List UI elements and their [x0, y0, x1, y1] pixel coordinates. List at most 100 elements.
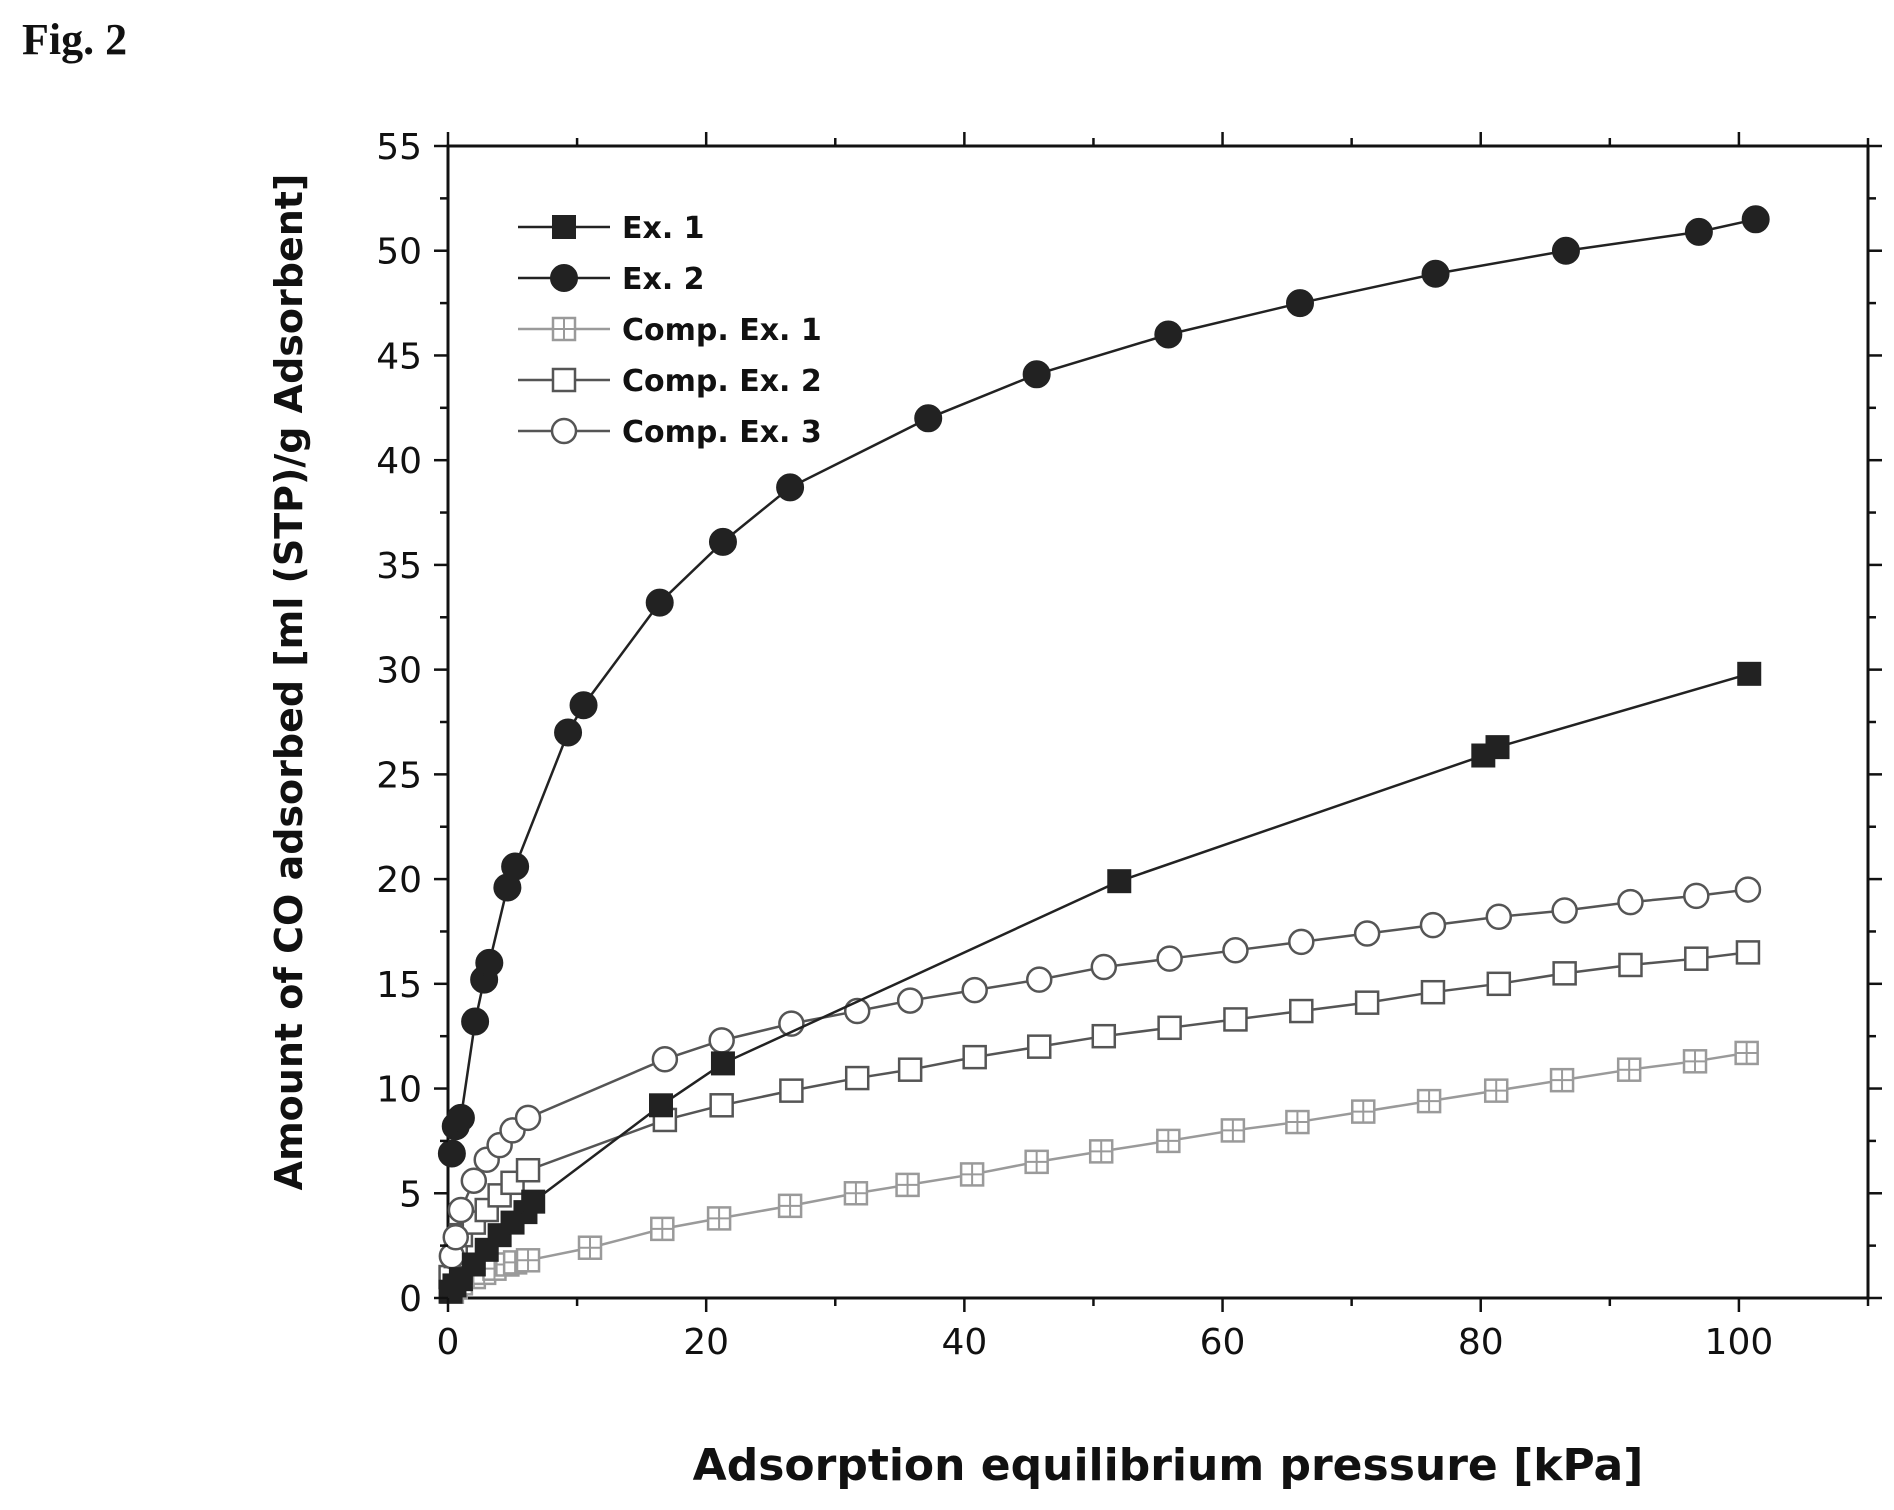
data-point — [1682, 1049, 1708, 1074]
y-tick-label: 35 — [376, 546, 422, 587]
data-point — [442, 1224, 469, 1251]
data-point — [577, 1235, 603, 1260]
data-point — [651, 1045, 679, 1073]
x-tick-label: 60 — [1200, 1322, 1246, 1363]
data-point — [1483, 1078, 1509, 1103]
y-tick-label: 5 — [399, 1174, 422, 1215]
data-point — [777, 1193, 803, 1219]
data-point — [1088, 1139, 1114, 1164]
y-tick-label: 30 — [376, 651, 422, 692]
data-point — [1024, 1149, 1049, 1175]
data-point — [1156, 1128, 1181, 1154]
series-comp-ex-3 — [438, 876, 1762, 1270]
data-point — [460, 1167, 488, 1194]
data-point — [554, 718, 583, 747]
data-point — [896, 987, 924, 1014]
y-tick-label: 45 — [376, 336, 422, 377]
series-comp-ex-1 — [439, 1040, 1759, 1304]
data-point — [1289, 998, 1314, 1024]
data-point — [569, 691, 598, 720]
legend-label: Comp. Ex. 1 — [622, 313, 822, 348]
data-point — [1220, 1118, 1246, 1143]
data-point — [843, 1181, 869, 1206]
data-point — [1419, 911, 1447, 939]
series-ex-2 — [437, 205, 1770, 1168]
x-tick-label: 0 — [437, 1322, 460, 1363]
data-point — [706, 1206, 732, 1231]
data-point — [446, 1103, 475, 1132]
legend-marker — [552, 215, 576, 239]
data-point — [1107, 869, 1132, 894]
data-point — [1022, 360, 1051, 389]
data-point — [1616, 1057, 1642, 1082]
data-point — [1734, 876, 1762, 903]
data-point — [650, 1216, 675, 1242]
data-point — [1025, 966, 1053, 993]
data-point — [708, 527, 737, 556]
data-point — [1683, 882, 1710, 910]
data-point — [515, 1248, 541, 1273]
data-point — [897, 1057, 923, 1082]
y-tick-label: 50 — [376, 232, 422, 273]
data-point — [447, 1196, 475, 1224]
data-point — [1552, 961, 1577, 986]
data-point — [501, 852, 530, 881]
data-point — [475, 948, 504, 977]
legend-label: Comp. Ex. 2 — [622, 364, 822, 399]
data-point — [1420, 979, 1446, 1005]
y-tick-label: 15 — [376, 965, 422, 1006]
legend-marker — [550, 264, 578, 292]
data-point — [1485, 735, 1510, 760]
data-point — [1485, 903, 1513, 931]
data-point — [1618, 952, 1643, 978]
figure-label: Fig. 2 — [22, 15, 128, 64]
data-point — [1416, 1088, 1442, 1114]
data-point — [649, 1093, 673, 1118]
data-point — [1157, 1015, 1182, 1041]
data-point — [961, 976, 988, 1004]
legend-marker — [551, 367, 577, 393]
data-point — [1026, 1034, 1052, 1059]
y-tick-label: 0 — [399, 1279, 422, 1320]
data-point — [1486, 971, 1512, 997]
data-point — [515, 1157, 541, 1183]
data-point — [514, 1104, 542, 1132]
legend-item: Ex. 2 — [518, 262, 705, 297]
y-tick-label: 55 — [376, 127, 422, 168]
data-point — [844, 1065, 870, 1091]
data-point — [437, 1139, 466, 1168]
y-axis-label: Amount of CO adsorbed [ml (STP)/g Adsorb… — [267, 174, 311, 1191]
y-tick-label: 40 — [376, 441, 422, 482]
legend-label: Comp. Ex. 3 — [622, 415, 822, 450]
data-point — [1735, 940, 1761, 965]
data-point — [1551, 236, 1580, 265]
data-point — [914, 404, 943, 433]
data-point — [1285, 1109, 1310, 1135]
data-point — [710, 1051, 735, 1076]
legend-marker — [551, 316, 577, 342]
data-point — [959, 1162, 985, 1187]
legend: Ex. 1 Ex. 2 Comp. Ex. 1 Comp. Ex. 2 Comp. Ex… — [518, 211, 822, 450]
data-point — [1223, 1007, 1248, 1032]
legend-item: Ex. 1 — [518, 211, 705, 246]
data-point — [1286, 289, 1314, 318]
x-tick-label: 100 — [1705, 1322, 1774, 1363]
data-point — [1684, 946, 1709, 971]
data-point — [1288, 928, 1315, 956]
data-point — [1734, 1040, 1759, 1066]
x-tick-label: 20 — [683, 1322, 729, 1363]
data-point — [709, 1093, 734, 1118]
series-line — [450, 218, 1756, 1154]
data-point — [962, 1044, 987, 1070]
data-point — [461, 1007, 490, 1036]
y-tick-label: 25 — [376, 755, 422, 796]
data-point — [708, 1027, 735, 1054]
series-ex-1 — [438, 661, 1762, 1304]
data-point — [1154, 320, 1183, 349]
data-point — [1617, 888, 1644, 916]
data-point — [1353, 920, 1381, 947]
data-point — [1351, 1099, 1376, 1124]
data-point — [1156, 945, 1183, 972]
x-tick-label: 40 — [941, 1322, 987, 1363]
ticks-layer: 0 20 40 60 80 100 0 5 10 15 20 25 30 35 40 45 50 55 — [376, 127, 1882, 1363]
